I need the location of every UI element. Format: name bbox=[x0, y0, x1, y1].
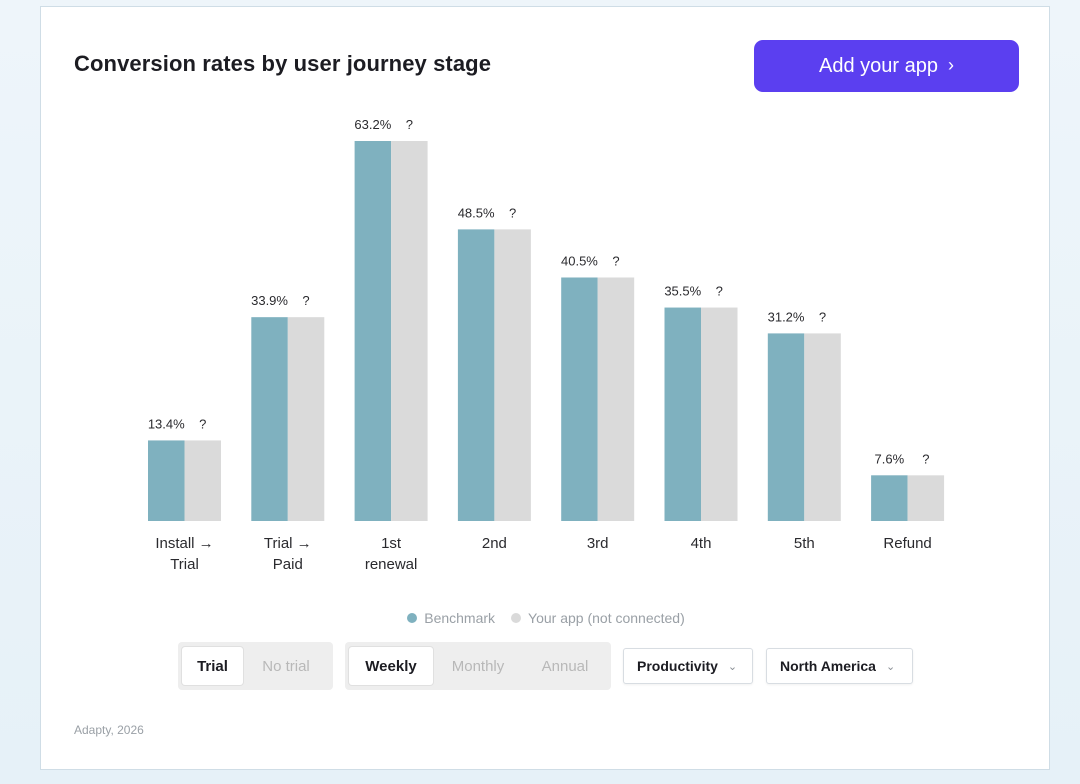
data-label-your-app: ? bbox=[922, 451, 929, 466]
data-label-benchmark: 31.2% bbox=[768, 309, 805, 324]
data-label-benchmark: 63.2% bbox=[354, 117, 391, 132]
bar-your-app bbox=[494, 229, 531, 521]
category-label: renewal bbox=[365, 556, 418, 573]
add-your-app-button[interactable]: Add your app › bbox=[754, 40, 1019, 92]
bar-your-app bbox=[804, 333, 841, 521]
legend-swatch-your-app bbox=[511, 613, 522, 623]
bar-benchmark bbox=[871, 475, 908, 521]
bar-benchmark bbox=[561, 277, 598, 521]
category-label: 5th bbox=[794, 535, 815, 552]
weekly-option[interactable]: Weekly bbox=[349, 647, 433, 685]
chart-card: Conversion rates by user journey stage A… bbox=[40, 6, 1050, 770]
bar-your-app bbox=[287, 317, 325, 521]
bar-your-app bbox=[391, 141, 428, 521]
data-label-benchmark: 40.5% bbox=[561, 253, 598, 268]
data-label-your-app: ? bbox=[509, 205, 516, 220]
bar-benchmark bbox=[354, 141, 392, 521]
chart-legend: Benchmark Your app (not connected) bbox=[41, 610, 1051, 626]
bar-group: 48.5% ? 2nd bbox=[458, 205, 531, 552]
legend-swatch-benchmark bbox=[407, 613, 418, 623]
legend-label-your-app: Your app (not connected) bbox=[528, 610, 685, 626]
category-label: 3rd bbox=[587, 535, 609, 552]
data-label-your-app: ? bbox=[612, 253, 619, 268]
data-label-your-app: ? bbox=[199, 416, 206, 431]
category-dropdown-value: Productivity bbox=[637, 658, 718, 674]
trial-option[interactable]: Trial bbox=[182, 647, 243, 685]
data-label-benchmark: 13.4% bbox=[148, 416, 185, 431]
chevron-down-icon: ⌄ bbox=[885, 660, 896, 673]
chevron-right-icon: › bbox=[947, 55, 954, 75]
data-label-your-app: ? bbox=[716, 284, 723, 299]
data-label-benchmark: 7.6% bbox=[875, 451, 905, 466]
bar-your-app bbox=[597, 277, 635, 521]
bar-benchmark bbox=[148, 440, 185, 521]
bar-your-app bbox=[907, 475, 945, 521]
trial-toggle: Trial No trial bbox=[178, 642, 333, 690]
bar-group: 33.9% ? Trial → Paid bbox=[251, 293, 325, 573]
category-label: Trial bbox=[170, 556, 199, 573]
add-your-app-label: Add your app bbox=[819, 54, 938, 77]
chevron-down-icon: ⌄ bbox=[727, 660, 738, 673]
period-toggle: Weekly Monthly Annual bbox=[345, 642, 611, 690]
legend-label-benchmark: Benchmark bbox=[424, 610, 496, 626]
category-label: Install → bbox=[155, 535, 213, 552]
data-label-your-app: ? bbox=[302, 293, 309, 308]
footer-credit: Adapty, 2026 bbox=[74, 723, 144, 737]
annual-option[interactable]: Annual bbox=[541, 657, 589, 675]
bar-group: 7.6% ? Refund bbox=[871, 451, 945, 552]
category-label: Trial → bbox=[264, 535, 312, 552]
no-trial-option[interactable]: No trial bbox=[262, 657, 310, 675]
region-dropdown[interactable]: North America ⌄ bbox=[766, 648, 913, 684]
bar-benchmark bbox=[251, 317, 288, 521]
category-label: 1st bbox=[381, 535, 402, 552]
chart-title: Conversion rates by user journey stage bbox=[74, 51, 492, 76]
bar-group: 13.4% ? Install → Trial bbox=[148, 416, 221, 573]
bar-your-app bbox=[184, 440, 221, 521]
monthly-option[interactable]: Monthly bbox=[451, 657, 505, 675]
bar-your-app bbox=[701, 307, 738, 521]
category-label: 4th bbox=[691, 535, 712, 552]
bar-benchmark bbox=[457, 229, 495, 521]
region-dropdown-value: North America bbox=[780, 658, 876, 674]
data-label-benchmark: 33.9% bbox=[251, 293, 288, 308]
legend-item-benchmark: Benchmark bbox=[407, 610, 495, 626]
category-dropdown[interactable]: Productivity ⌄ bbox=[623, 648, 753, 684]
category-label: Paid bbox=[273, 556, 303, 573]
legend-item-your-app: Your app (not connected) bbox=[511, 610, 685, 626]
bar-group: 35.5% ? 4th bbox=[664, 284, 738, 552]
bar-chart: 13.4% ? Install → Trial 33.9% ? Trial → Paid 63.… bbox=[148, 117, 945, 573]
bar-benchmark bbox=[767, 333, 805, 521]
category-label: 2nd bbox=[482, 535, 507, 552]
data-label-your-app: ? bbox=[406, 117, 413, 132]
bar-group: 63.2% ? 1st renewal bbox=[354, 117, 428, 573]
data-label-benchmark: 48.5% bbox=[458, 205, 495, 220]
bar-group: 31.2% ? 5th bbox=[768, 309, 841, 552]
bar-benchmark bbox=[664, 307, 701, 521]
data-label-benchmark: 35.5% bbox=[664, 284, 701, 299]
data-label-your-app: ? bbox=[819, 309, 826, 324]
bar-group: 40.5% ? 3rd bbox=[561, 253, 635, 552]
category-label: Refund bbox=[883, 535, 931, 552]
